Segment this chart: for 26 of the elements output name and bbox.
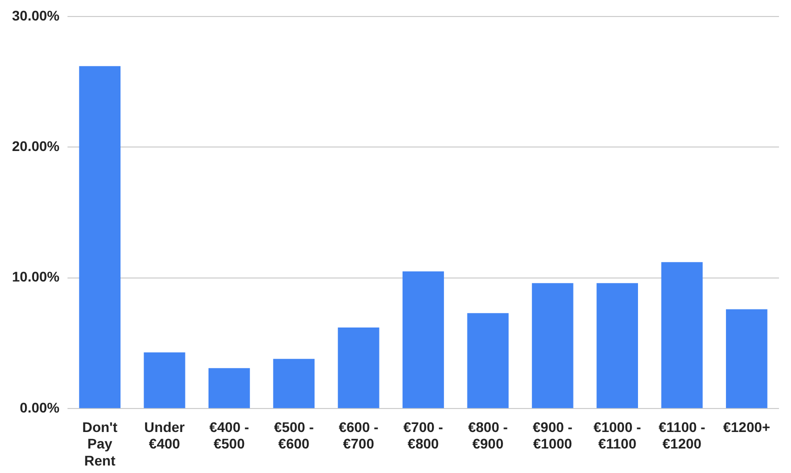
bar <box>467 313 509 408</box>
bar <box>208 368 250 408</box>
x-tick-label: €900 - €1000 <box>532 418 573 452</box>
bar <box>144 352 186 408</box>
y-tick-label: 10.00% <box>12 268 60 285</box>
bar <box>596 283 638 408</box>
x-tick-label: €600 - €700 <box>338 418 379 452</box>
x-tick-label: €400 - €500 <box>209 418 250 452</box>
x-tick-label: €1200+ <box>723 418 770 435</box>
bar <box>273 358 315 408</box>
bar <box>726 309 768 408</box>
x-tick-label: €700 - €800 <box>403 418 444 452</box>
x-tick-label: Under €400 <box>144 418 186 452</box>
y-tick-label: 20.00% <box>12 138 60 154</box>
bar <box>661 262 703 408</box>
x-tick-label: €1100 - €1200 <box>658 418 706 452</box>
x-tick-label: Don't Pay Rent <box>82 418 118 468</box>
bar <box>402 271 444 408</box>
x-tick-label: €1000 - €1100 <box>594 418 642 452</box>
y-tick-label: 0.00% <box>20 399 60 416</box>
x-tick-label: €500 - €600 <box>274 418 314 452</box>
bar <box>532 283 574 408</box>
x-tick-label: €800 - €900 <box>468 418 508 452</box>
bar <box>79 66 121 408</box>
bar <box>338 328 380 408</box>
y-tick-label: 30.00% <box>12 7 60 24</box>
